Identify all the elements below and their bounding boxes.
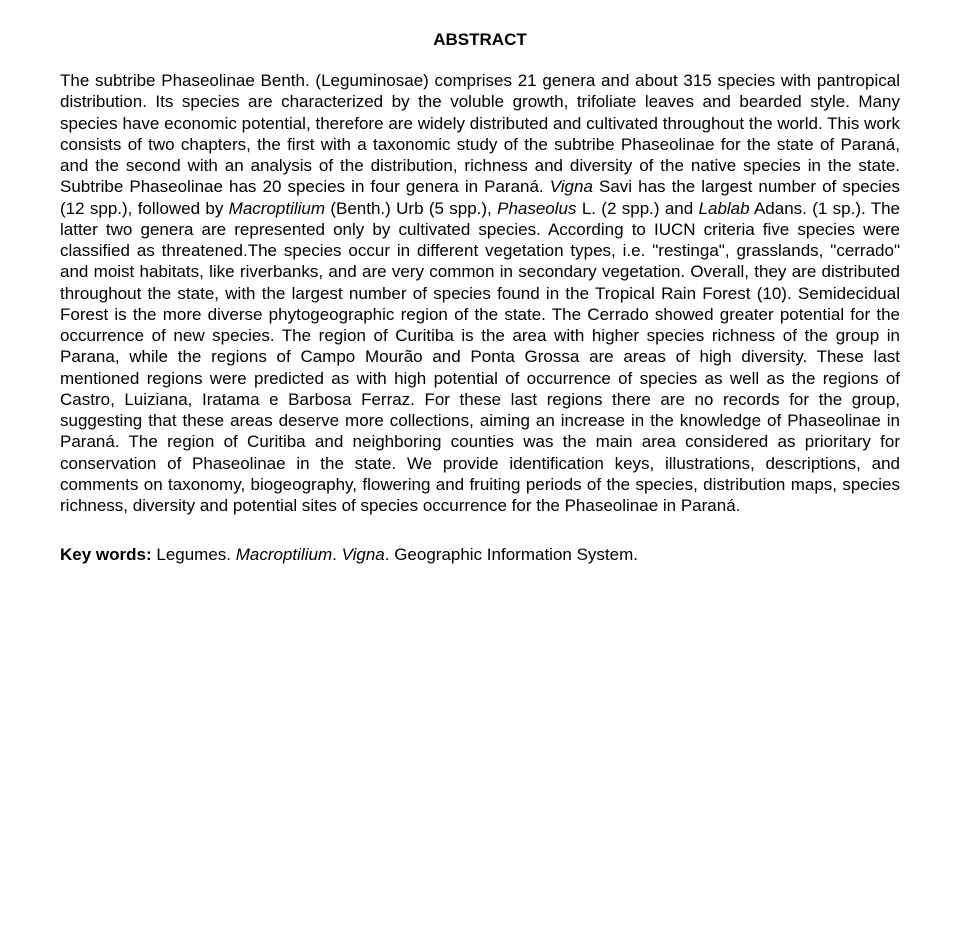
genus-phaseolus: Phaseolus xyxy=(497,199,576,218)
keyword-vigna: Vigna xyxy=(342,545,385,564)
abstract-body: The subtribe Phaseolinae Benth. (Legumin… xyxy=(60,70,900,516)
genus-vigna: Vigna xyxy=(550,177,593,196)
keyword-sep-1: . xyxy=(332,545,341,564)
keywords-line: Key words: Legumes. Macroptilium. Vigna.… xyxy=(60,544,900,565)
keyword-gis: . Geographic Information System. xyxy=(385,545,638,564)
keyword-macroptilium: Macroptilium xyxy=(236,545,332,564)
abstract-title: ABSTRACT xyxy=(60,30,900,50)
abstract-text-part-4: L. (2 spp.) and xyxy=(577,199,699,218)
keyword-legumes: Legumes. xyxy=(152,545,236,564)
abstract-text-part-3: (Benth.) Urb (5 spp.), xyxy=(325,199,497,218)
genus-macroptilium: Macroptilium xyxy=(229,199,325,218)
abstract-text-part-5: Adans. (1 sp.). The latter two genera ar… xyxy=(60,199,900,516)
keywords-label: Key words: xyxy=(60,545,152,564)
genus-lablab: Lablab xyxy=(699,199,750,218)
